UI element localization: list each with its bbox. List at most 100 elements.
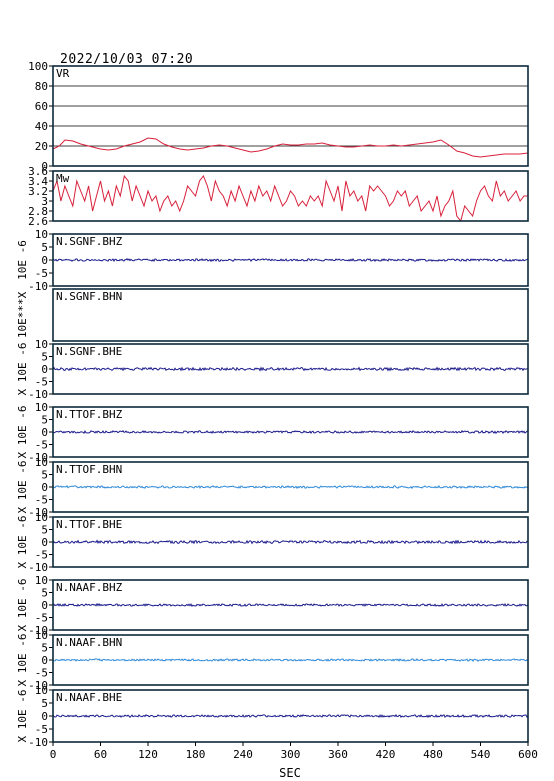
panel-unit-trace-5: X 10E -6	[16, 461, 29, 514]
panel-unit-trace-3: X 10E -6	[16, 343, 29, 396]
ytick-label-trace-6-1: -5	[35, 549, 48, 562]
ytick-label-trace-5-0: -10	[28, 506, 48, 519]
trace-line-trace-1	[52, 258, 529, 263]
ytick-label-trace-1-1: -5	[35, 267, 48, 280]
frame-trace-4	[52, 406, 529, 458]
ytick-label-trace-4-1: -5	[35, 439, 48, 452]
panel-label-trace-6: N.TTOF.BHE	[56, 518, 122, 531]
xtick-label-0: 0	[50, 748, 57, 761]
ytick-label-trace-3-3: 5	[41, 351, 48, 364]
xtick-label-5: 300	[281, 748, 301, 761]
frame-trace-2	[52, 288, 529, 342]
panel-label-Mw: Mw	[56, 172, 70, 185]
panel-unit-trace-1: 10E -6	[16, 240, 29, 280]
frame-trace-6	[52, 516, 529, 568]
ytick-label-trace-6-2: 0	[41, 536, 48, 549]
frame-trace-1	[52, 233, 529, 287]
ytick-label-trace-4-3: 5	[41, 414, 48, 427]
ytick-label-Mw-3: 3.2	[28, 185, 48, 198]
series-Mw	[52, 174, 528, 223]
trace-line-trace-9	[52, 713, 529, 719]
xtick-label-6: 360	[328, 748, 348, 761]
ytick-label-trace-1-0: -10	[28, 280, 48, 293]
trace-line-trace-6	[52, 539, 529, 545]
ytick-label-trace-9-0: -10	[28, 736, 48, 749]
xtick-label-4: 240	[233, 748, 253, 761]
xtick-label-1: 60	[94, 748, 107, 761]
frame-trace-8	[52, 634, 529, 686]
panel-Mw: 2.62.833.23.43.6 Mw	[28, 165, 529, 228]
panel-unit-trace-6: X 10E -6	[16, 516, 29, 569]
ytick-label-trace-7-1: -5	[35, 612, 48, 625]
ytick-label-trace-1-3: 5	[41, 241, 48, 254]
panel-label-trace-1: N.SGNF.BHZ	[56, 235, 123, 248]
panel-label-VR: VR	[56, 67, 70, 80]
ytick-label-trace-8-3: 5	[41, 642, 48, 655]
xtick-label-2: 120	[138, 748, 158, 761]
ytick-label-trace-8-2: 0	[41, 654, 48, 667]
panel-label-trace-2: N.SGNF.BHN	[56, 290, 122, 303]
trace-line-trace-3	[52, 366, 529, 372]
frame-trace-7	[52, 579, 529, 631]
ytick-label-VR-4: 80	[35, 80, 48, 93]
panel-VR: 0 20 40 60 80 100 VR	[28, 60, 529, 173]
ytick-label-trace-3-1: -5	[35, 376, 48, 389]
ytick-label-Mw-5: 3.6	[28, 165, 48, 178]
ytick-label-trace-8-4: 10	[35, 629, 48, 642]
ytick-label-trace-9-3: 5	[41, 697, 48, 710]
panel-label-trace-3: N.SGNF.BHE	[56, 345, 122, 358]
xtick-label-7: 420	[376, 748, 396, 761]
ytick-label-trace-9-2: 0	[41, 710, 48, 723]
ytick-label-VR-1: 20	[35, 140, 48, 153]
ytick-label-trace-8-0: -10	[28, 679, 48, 692]
ytick-label-trace-5-3: 5	[41, 469, 48, 482]
frame-Mw	[52, 170, 529, 222]
ytick-label-Mw-1: 2.8	[28, 205, 48, 218]
panel-unit-trace-4: X 10E -6	[16, 406, 29, 459]
ytick-label-trace-4-4: 10	[35, 401, 48, 414]
ytick-label-trace-3-2: 0	[41, 363, 48, 376]
panel-trace-2: N.SGNF.BHN 10E***X	[16, 288, 529, 342]
ytick-label-trace-8-1: -5	[35, 667, 48, 680]
ytick-label-trace-3-4: 10	[35, 338, 48, 351]
ytick-label-trace-5-1: -5	[35, 494, 48, 507]
xtick-label-9: 540	[471, 748, 491, 761]
panel-unit-trace-2: 10E***X	[16, 291, 29, 338]
trace-line-trace-8	[52, 658, 529, 662]
frame-trace-5	[52, 461, 529, 513]
panel-label-trace-7: N.NAAF.BHZ	[56, 581, 123, 594]
panel-unit-trace-7: X 10E -6	[16, 579, 29, 632]
ytick-label-trace-9-4: 10	[35, 684, 48, 697]
frame-trace-3	[52, 343, 529, 395]
ytick-label-VR-0: 0	[41, 160, 48, 173]
ytick-label-trace-4-0: -10	[28, 451, 48, 464]
trace-line-trace-7	[52, 602, 529, 608]
ytick-label-trace-7-3: 5	[41, 587, 48, 600]
ytick-label-trace-7-2: 0	[41, 599, 48, 612]
panel-label-trace-5: N.TTOF.BHN	[56, 463, 122, 476]
panel-unit-trace-9: X 10E -6	[16, 690, 29, 743]
ytick-label-trace-3-0: -10	[28, 388, 48, 401]
ytick-label-Mw-2: 3	[41, 195, 48, 208]
datetime-label: 2022/10/03 07:20	[60, 52, 193, 67]
panel-label-trace-4: N.TTOF.BHZ	[56, 408, 123, 421]
ytick-label-trace-4-2: 0	[41, 426, 48, 439]
xtick-label-3: 180	[186, 748, 206, 761]
panels-group: 020406080100VR2.62.833.23.43.6Mw-10-5051…	[16, 60, 529, 749]
ytick-label-trace-1-2: 0	[41, 254, 48, 267]
ytick-label-trace-5-2: 0	[41, 481, 48, 494]
ytick-label-VR-2: 40	[35, 120, 48, 133]
xtick-label-10: 600	[518, 748, 538, 761]
ytick-label-trace-9-1: -5	[35, 723, 48, 736]
ytick-label-trace-1-4: 10	[35, 228, 48, 241]
ytick-label-Mw-0: 2.6	[28, 215, 48, 228]
